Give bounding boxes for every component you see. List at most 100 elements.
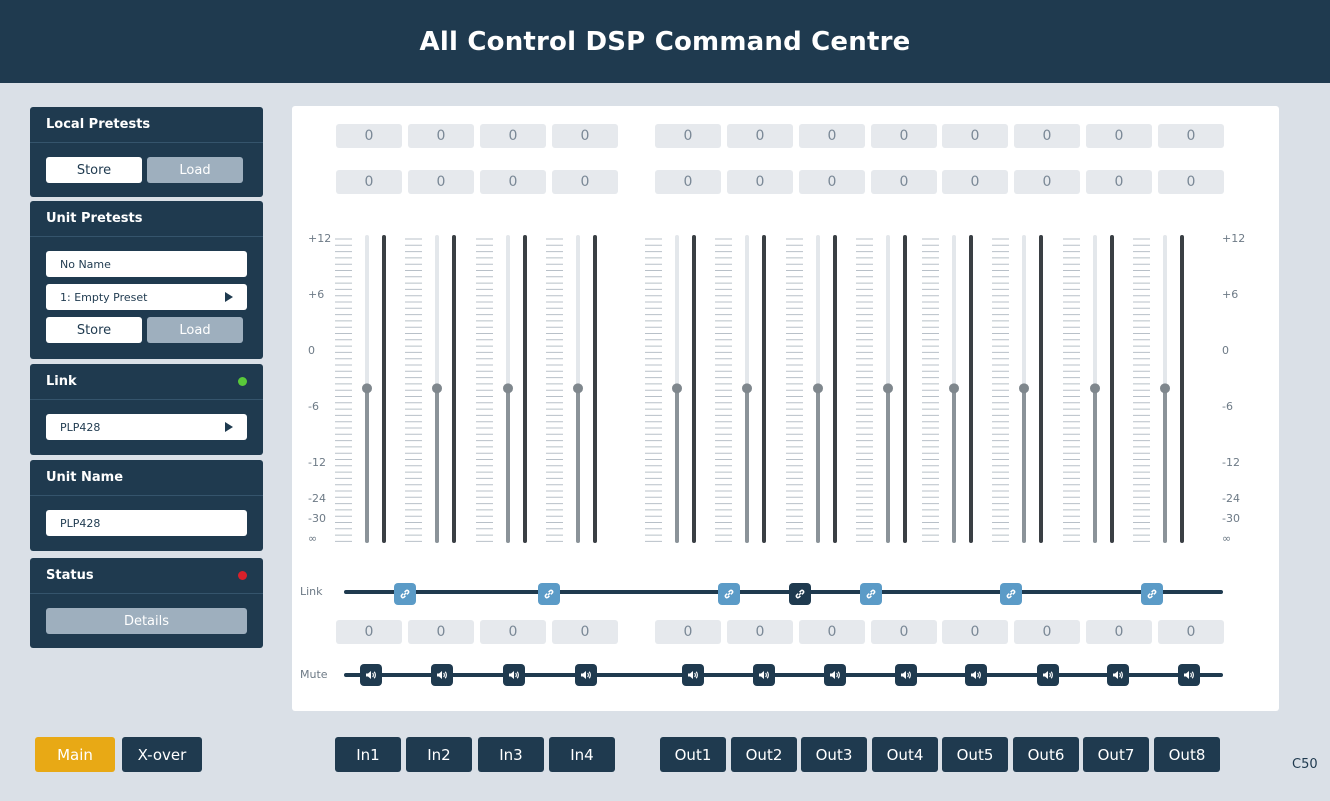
- gain-values-box[interactable]: 0: [655, 620, 721, 644]
- gain-values-box[interactable]: 0: [871, 620, 937, 644]
- fader-scale-ticks: [645, 238, 662, 542]
- mute-button[interactable]: [682, 664, 704, 686]
- fader-knob[interactable]: [503, 383, 513, 394]
- second-values-box[interactable]: 0: [408, 170, 474, 194]
- top-values-box[interactable]: 0: [480, 124, 546, 148]
- link-icon: [794, 588, 806, 600]
- top-values-box[interactable]: 0: [1086, 124, 1152, 148]
- unit-store-button[interactable]: Store: [46, 317, 142, 343]
- gain-values-box[interactable]: 0: [552, 620, 618, 644]
- top-values-box[interactable]: 0: [655, 124, 721, 148]
- unit-name-field[interactable]: PLP428: [46, 510, 247, 536]
- fader-knob[interactable]: [432, 383, 442, 394]
- preset-select[interactable]: 1: Empty Preset: [46, 284, 247, 310]
- fader-knob[interactable]: [362, 383, 372, 394]
- top-values-box[interactable]: 0: [552, 124, 618, 148]
- link-toggle-button[interactable]: [860, 583, 882, 605]
- gain-values-box[interactable]: 0: [480, 620, 546, 644]
- input-channel-button[interactable]: In2: [406, 737, 472, 772]
- mute-button[interactable]: [965, 664, 987, 686]
- output-channel-button[interactable]: Out4: [872, 737, 938, 772]
- second-values-box[interactable]: 0: [1014, 170, 1080, 194]
- link-panel: Link PLP428: [30, 364, 263, 455]
- link-toggle-button[interactable]: [538, 583, 560, 605]
- gain-values-box[interactable]: 0: [727, 620, 793, 644]
- main-tab[interactable]: Main: [35, 737, 115, 772]
- preset-name-field[interactable]: No Name: [46, 251, 247, 277]
- app-title: All Control DSP Command Centre: [419, 26, 911, 57]
- output-channel-button[interactable]: Out2: [731, 737, 797, 772]
- second-values-box[interactable]: 0: [336, 170, 402, 194]
- fader-knob[interactable]: [1090, 383, 1100, 394]
- input-channel-button[interactable]: In4: [549, 737, 615, 772]
- mute-button[interactable]: [1107, 664, 1129, 686]
- link-icon: [1146, 588, 1158, 600]
- mute-button[interactable]: [895, 664, 917, 686]
- output-channel-button[interactable]: Out6: [1013, 737, 1079, 772]
- top-values-box[interactable]: 0: [1158, 124, 1224, 148]
- fader-scale-ticks: [715, 238, 732, 542]
- input-channel-button[interactable]: In1: [335, 737, 401, 772]
- link-toggle-button[interactable]: [789, 583, 811, 605]
- fader-knob[interactable]: [1160, 383, 1170, 394]
- mute-button[interactable]: [1178, 664, 1200, 686]
- fader-knob[interactable]: [883, 383, 893, 394]
- second-values-box[interactable]: 0: [871, 170, 937, 194]
- output-channel-button[interactable]: Out3: [801, 737, 867, 772]
- unit-load-button[interactable]: Load: [147, 317, 243, 343]
- output-channel-button[interactable]: Out8: [1154, 737, 1220, 772]
- mute-button[interactable]: [824, 664, 846, 686]
- fader-knob[interactable]: [949, 383, 959, 394]
- second-values-box[interactable]: 0: [1086, 170, 1152, 194]
- status-indicator: [238, 571, 247, 580]
- fader-knob[interactable]: [573, 383, 583, 394]
- link-device-select[interactable]: PLP428: [46, 414, 247, 440]
- xover-tab[interactable]: X-over: [122, 737, 202, 772]
- top-values-box[interactable]: 0: [336, 124, 402, 148]
- link-toggle-button[interactable]: [1000, 583, 1022, 605]
- second-values-box[interactable]: 0: [655, 170, 721, 194]
- top-values-box[interactable]: 0: [799, 124, 865, 148]
- link-toggle-button[interactable]: [718, 583, 740, 605]
- gain-values-box[interactable]: 0: [799, 620, 865, 644]
- input-channel-button[interactable]: In3: [478, 737, 544, 772]
- gain-values-box[interactable]: 0: [942, 620, 1008, 644]
- second-values-box[interactable]: 0: [480, 170, 546, 194]
- details-button[interactable]: Details: [46, 608, 247, 634]
- local-store-button[interactable]: Store: [46, 157, 142, 183]
- gain-values-box[interactable]: 0: [1086, 620, 1152, 644]
- mute-button[interactable]: [431, 664, 453, 686]
- top-values-box[interactable]: 0: [871, 124, 937, 148]
- mute-button[interactable]: [753, 664, 775, 686]
- gain-values-box[interactable]: 0: [336, 620, 402, 644]
- mute-button[interactable]: [360, 664, 382, 686]
- gain-values-box[interactable]: 0: [408, 620, 474, 644]
- output-channel-button[interactable]: Out7: [1083, 737, 1149, 772]
- fader-knob[interactable]: [742, 383, 752, 394]
- link-toggle-button[interactable]: [1141, 583, 1163, 605]
- second-values-box[interactable]: 0: [799, 170, 865, 194]
- level-meter: [452, 235, 456, 543]
- second-values-box[interactable]: 0: [552, 170, 618, 194]
- top-values-box[interactable]: 0: [408, 124, 474, 148]
- mute-button[interactable]: [575, 664, 597, 686]
- gain-values-box[interactable]: 0: [1014, 620, 1080, 644]
- second-values-box[interactable]: 0: [1158, 170, 1224, 194]
- output-channel-button[interactable]: Out5: [942, 737, 1008, 772]
- fader-knob[interactable]: [1019, 383, 1029, 394]
- fader-fill: [1093, 388, 1097, 543]
- gain-values-box[interactable]: 0: [1158, 620, 1224, 644]
- mute-button[interactable]: [1037, 664, 1059, 686]
- top-values-box[interactable]: 0: [1014, 124, 1080, 148]
- top-values-box[interactable]: 0: [942, 124, 1008, 148]
- link-toggle-button[interactable]: [394, 583, 416, 605]
- mute-button[interactable]: [503, 664, 525, 686]
- fader-knob[interactable]: [813, 383, 823, 394]
- top-values-box[interactable]: 0: [727, 124, 793, 148]
- output-channel-button[interactable]: Out1: [660, 737, 726, 772]
- fader-knob[interactable]: [672, 383, 682, 394]
- second-values-box[interactable]: 0: [942, 170, 1008, 194]
- local-load-button[interactable]: Load: [147, 157, 243, 183]
- status-panel: Status Details: [30, 558, 263, 648]
- second-values-box[interactable]: 0: [727, 170, 793, 194]
